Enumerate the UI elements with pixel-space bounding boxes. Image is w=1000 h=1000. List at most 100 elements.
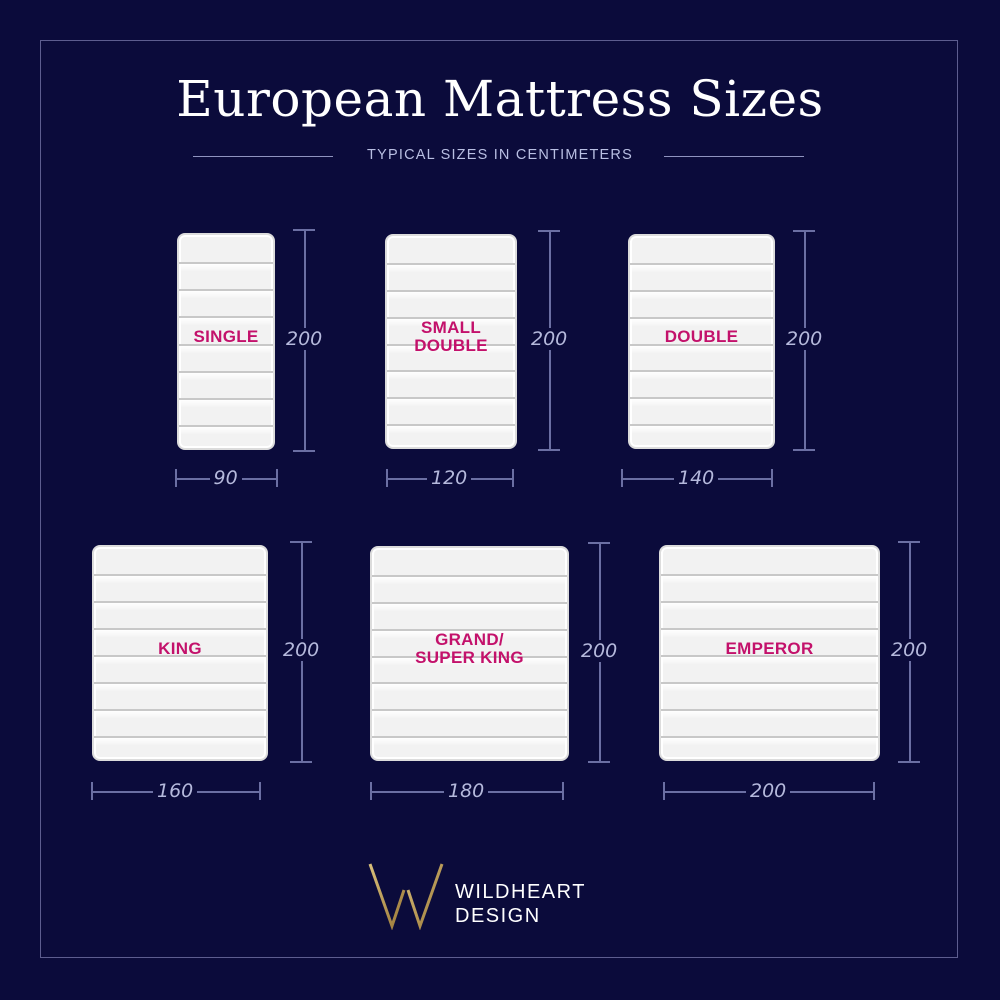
- length-dimension-cap: [793, 449, 815, 451]
- quilt-highlight: [661, 603, 878, 611]
- quilt-highlight: [661, 738, 878, 746]
- length-dimension-cap: [588, 542, 610, 544]
- quilt-seam: [661, 601, 878, 603]
- quilt-seam: [630, 344, 773, 346]
- width-dimension-cap: [91, 782, 93, 800]
- quilt-seam: [94, 682, 266, 684]
- quilt-highlight: [661, 711, 878, 719]
- quilt-seam: [630, 424, 773, 426]
- mattress-label-line: SMALL: [420, 318, 482, 338]
- quilt-highlight: [630, 426, 773, 434]
- quilt-highlight: [387, 319, 515, 327]
- quilt-seam: [179, 398, 273, 400]
- quilt-highlight: [94, 684, 266, 692]
- quilt-seam: [179, 371, 273, 373]
- quilt-seam: [94, 736, 266, 738]
- length-dimension-cap: [538, 230, 560, 232]
- length-dimension-cap: [293, 450, 315, 452]
- quilt-highlight: [630, 265, 773, 273]
- brand-line-1: WILDHEART: [455, 881, 586, 903]
- quilt-highlight: [372, 738, 567, 746]
- quilt-highlight: [630, 319, 773, 327]
- quilt-highlight: [630, 399, 773, 407]
- length-value: 200: [282, 327, 327, 350]
- quilt-seam: [94, 628, 266, 630]
- mattress-label-line: GRAND/: [435, 630, 504, 650]
- quilt-seam: [179, 289, 273, 291]
- length-dimension-cap: [290, 761, 312, 763]
- quilt-highlight: [372, 711, 567, 719]
- quilt-highlight: [387, 292, 515, 300]
- length-value: 200: [782, 327, 827, 350]
- quilt-seam: [630, 370, 773, 372]
- quilt-seam: [387, 317, 515, 319]
- quilt-seam: [179, 344, 273, 346]
- length-dimension-cap: [898, 761, 920, 763]
- mattress-double: DOUBLE: [628, 234, 775, 449]
- subtitle: TYPICAL SIZES IN CENTIMETERS: [367, 147, 633, 163]
- quilt-highlight: [661, 576, 878, 584]
- quilt-highlight: [94, 738, 266, 746]
- width-dimension-cap: [259, 782, 261, 800]
- mattress-label: SMALL DOUBLE: [387, 319, 515, 355]
- quilt-highlight: [179, 346, 273, 354]
- quilt-seam: [387, 424, 515, 426]
- width-dimension-cap: [663, 782, 665, 800]
- quilt-seam: [387, 290, 515, 292]
- quilt-seam: [94, 574, 266, 576]
- quilt-highlight: [387, 399, 515, 407]
- quilt-seam: [372, 682, 567, 684]
- mattress-label: DOUBLE: [630, 328, 773, 346]
- quilt-seam: [630, 317, 773, 319]
- width-value: 120: [427, 467, 472, 489]
- width-dimension-cap: [386, 469, 388, 487]
- mattress-label: KING: [94, 638, 266, 658]
- quilt-seam: [179, 316, 273, 318]
- length-dimension-cap: [290, 541, 312, 543]
- mattress-label: EMPEROR: [661, 638, 878, 658]
- quilt-highlight: [372, 604, 567, 612]
- length-value: 200: [527, 327, 572, 350]
- quilt-seam: [387, 397, 515, 399]
- quilt-highlight: [94, 711, 266, 719]
- quilt-highlight: [372, 684, 567, 692]
- width-value: 90: [209, 467, 242, 489]
- brand-line-2: DESIGN: [455, 905, 541, 927]
- quilt-seam: [630, 263, 773, 265]
- quilt-seam: [179, 262, 273, 264]
- page-title: European Mattress Sizes: [176, 70, 824, 128]
- quilt-highlight: [179, 373, 273, 381]
- mattress-king: KING: [92, 545, 268, 761]
- width-value: 140: [674, 467, 719, 489]
- quilt-highlight: [372, 658, 567, 666]
- quilt-highlight: [661, 657, 878, 665]
- mattress-label: GRAND/SUPER KING: [372, 631, 567, 667]
- quilt-highlight: [630, 292, 773, 300]
- mattress-small-double: SMALL DOUBLE: [385, 234, 517, 449]
- mattress-emperor: EMPEROR: [659, 545, 880, 761]
- quilt-seam: [179, 425, 273, 427]
- quilt-highlight: [630, 346, 773, 354]
- width-dimension-cap: [512, 469, 514, 487]
- quilt-highlight: [179, 318, 273, 326]
- quilt-seam: [387, 263, 515, 265]
- quilt-seam: [661, 574, 878, 576]
- width-dimension-cap: [276, 469, 278, 487]
- quilt-highlight: [372, 577, 567, 585]
- mattress-label-line: KING: [158, 638, 202, 658]
- quilt-seam: [661, 628, 878, 630]
- width-value: 160: [153, 780, 198, 802]
- mattress-label-line: DOUBLE: [414, 336, 488, 356]
- quilt-highlight: [661, 684, 878, 692]
- width-dimension-cap: [771, 469, 773, 487]
- quilt-seam: [372, 629, 567, 631]
- border-frame: [40, 40, 958, 958]
- mattress-grand-super-king: GRAND/SUPER KING: [370, 546, 569, 761]
- mattress-label-line: DOUBLE: [664, 327, 739, 347]
- mattress-label-line: EMPEROR: [725, 638, 814, 658]
- quilt-highlight: [661, 630, 878, 638]
- quilt-seam: [372, 736, 567, 738]
- quilt-seam: [661, 736, 878, 738]
- width-dimension-cap: [873, 782, 875, 800]
- quilt-highlight: [94, 630, 266, 638]
